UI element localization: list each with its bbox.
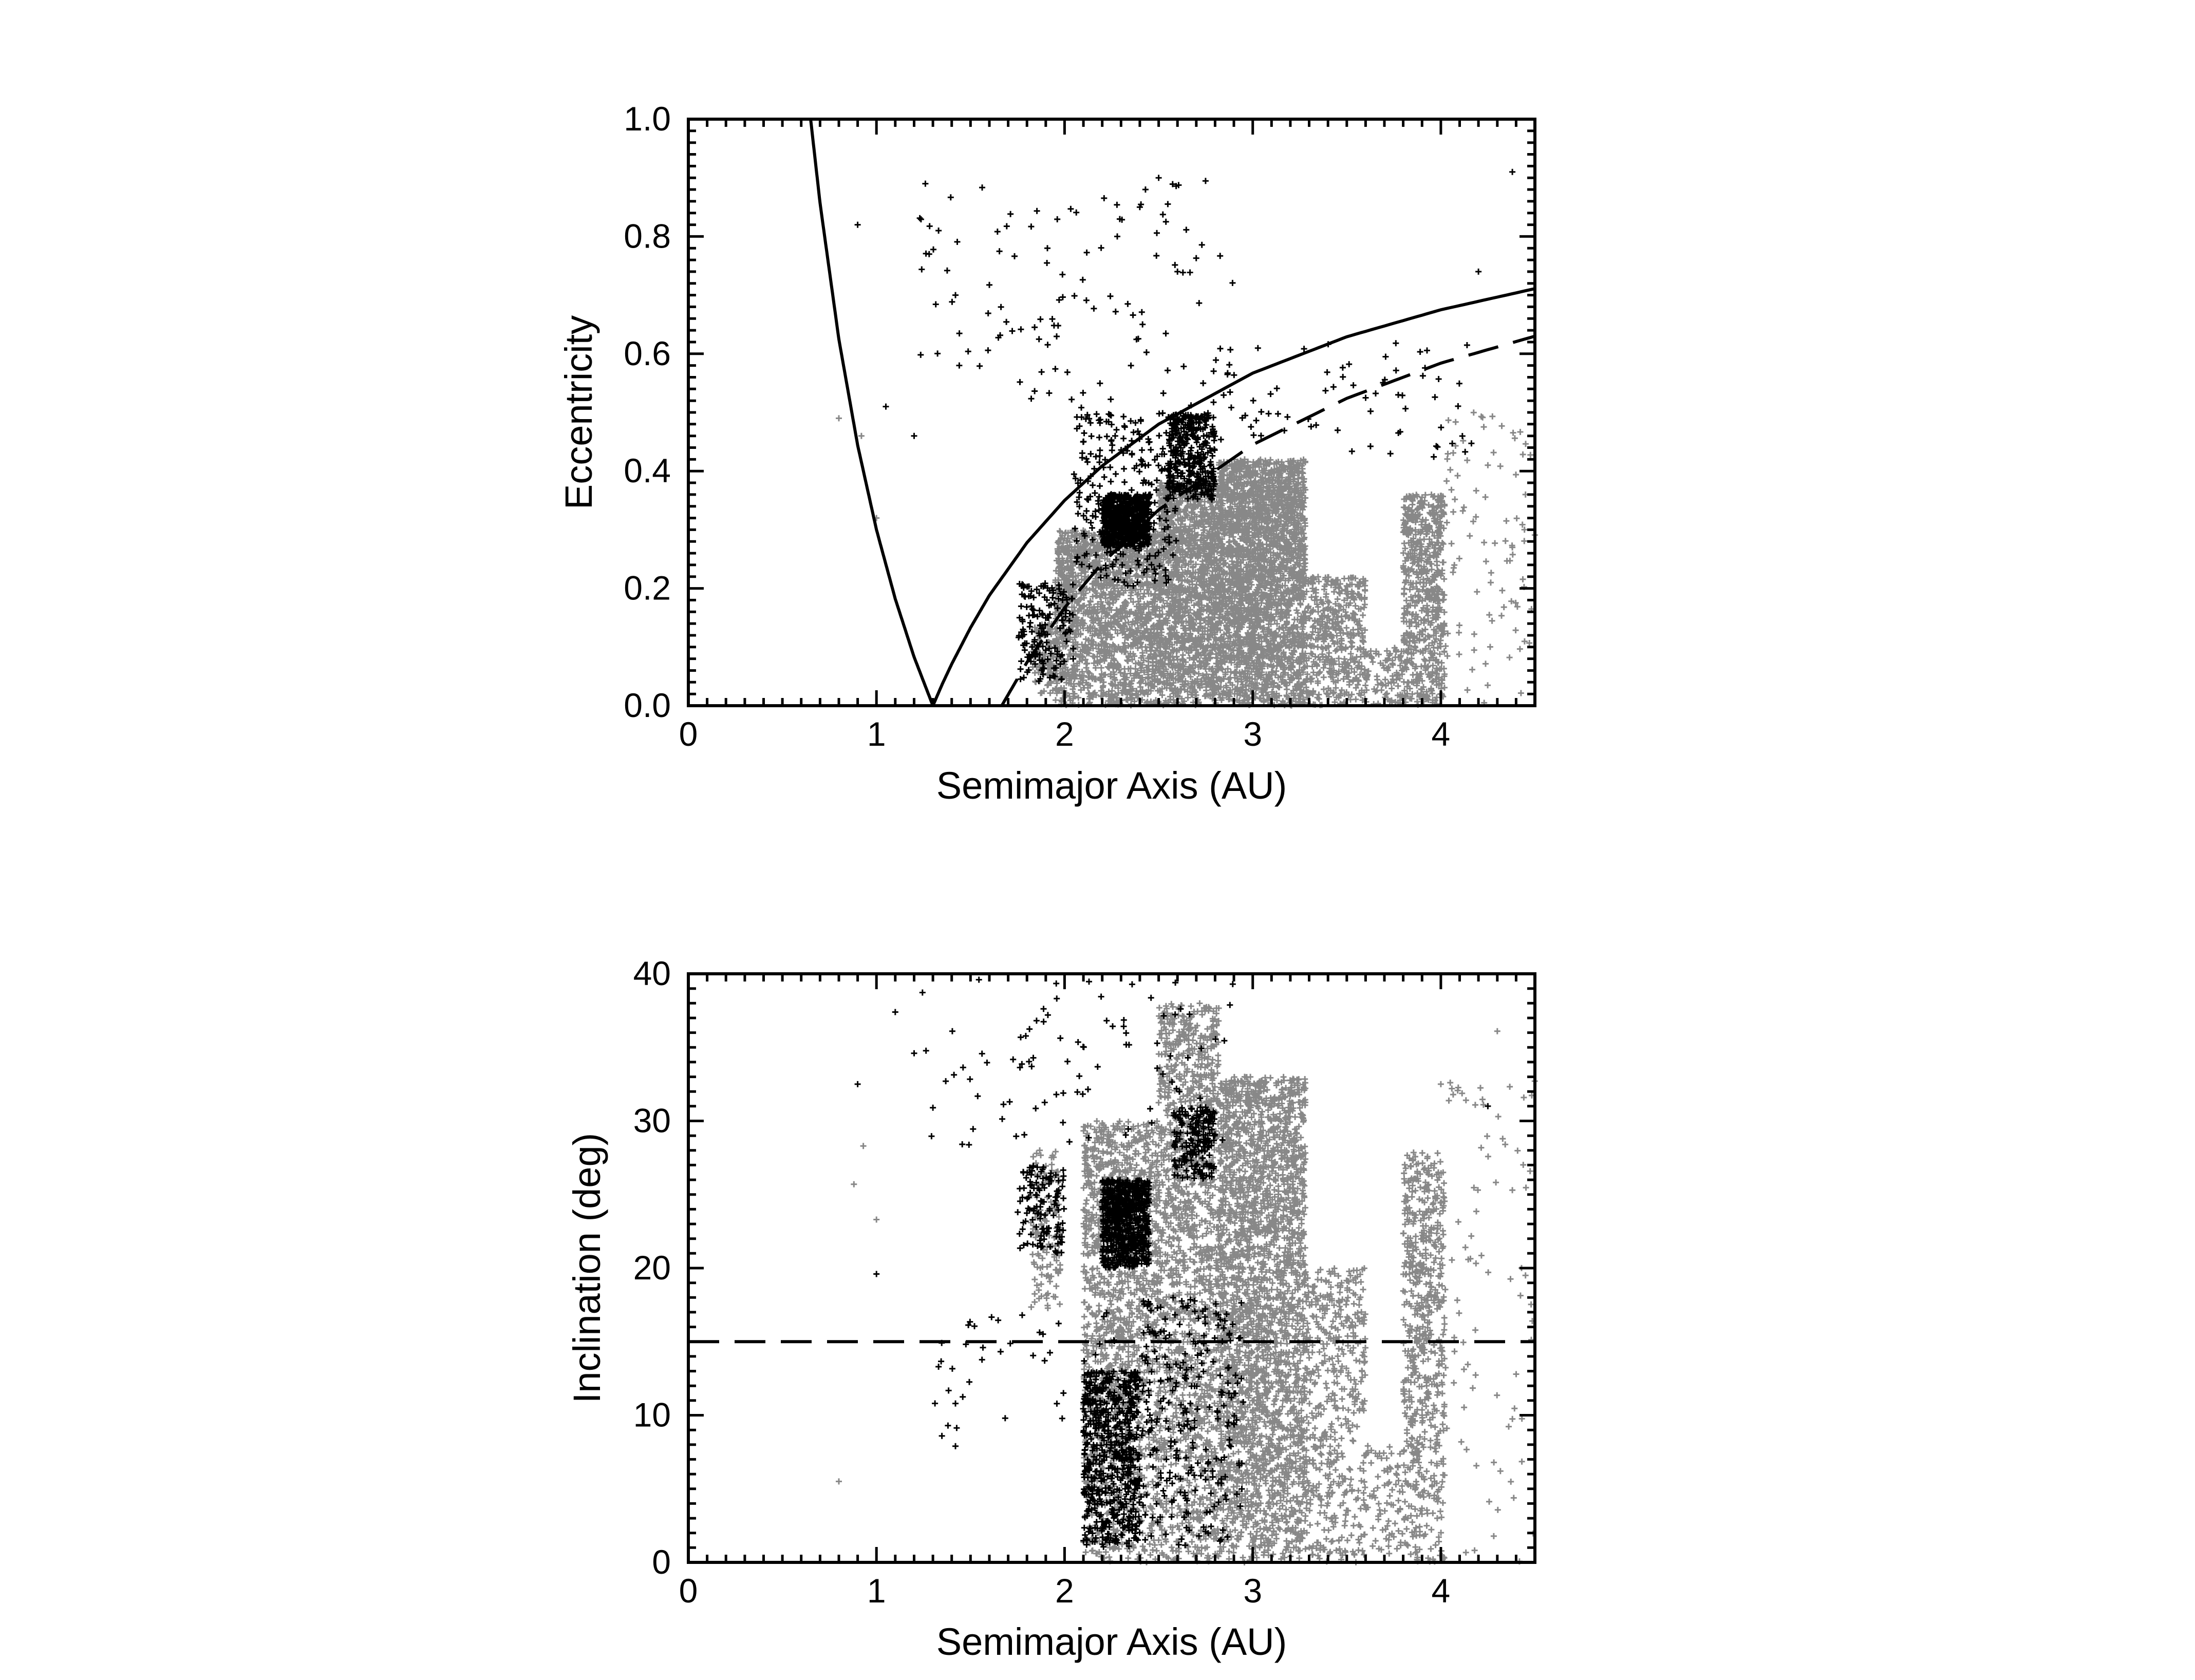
- eccentricity-y-axis-label: Eccentricity: [557, 315, 600, 509]
- inclination-x-tick-labels: 0 1 2 3 4: [679, 1572, 1451, 1610]
- inclination-x-tick-label: 1: [867, 1572, 886, 1610]
- inclination-x-tick-label: 4: [1432, 1572, 1451, 1610]
- inclination-y-tick-label: 10: [633, 1396, 671, 1434]
- inclination-y-tick-label: 0: [652, 1543, 671, 1581]
- eccentricity-curve-layer: [809, 119, 1535, 707]
- eccentricity-y-tick-label: 0.2: [624, 569, 671, 607]
- eccentricity-point-layer: [836, 168, 1538, 709]
- inclination-plot-frame: [687, 972, 1536, 1564]
- eccentricity-y-tick-label: 1.0: [624, 100, 671, 138]
- inclination-point-series-1: [854, 976, 1491, 1550]
- eccentricity-y-tick-label: 0.6: [624, 334, 671, 372]
- eccentricity-x-tick-label: 0: [679, 715, 698, 753]
- inclination-x-tick-label: 0: [679, 1572, 698, 1610]
- inclination-y-tick-label: 30: [633, 1102, 671, 1140]
- eccentricity-x-tick-label: 4: [1432, 715, 1451, 753]
- eccentricity-point-series-1: [854, 168, 1516, 684]
- inclination-panel: 0 1 2 3 4 0 10 20 30 40 Semimajor Axis (AU) Incl…: [566, 954, 1538, 1663]
- eccentricity-y-tick-label: 0.0: [624, 686, 671, 724]
- eccentricity-y-tick-label: 0.8: [624, 217, 671, 255]
- eccentricity-panel: 0 1 2 3 4 0.0 0.2 0.4 0.6 0.8 1.0 Semimajor Axis …: [557, 100, 1538, 807]
- eccentricity-curve-solid-0: [931, 287, 1535, 707]
- inclination-y-tick-label: 40: [633, 954, 671, 992]
- eccentricity-curve-dashed-2: [1000, 334, 1535, 707]
- inclination-x-axis-label: Semimajor Axis (AU): [936, 1620, 1287, 1663]
- eccentricity-x-tick-labels: 0 1 2 3 4: [679, 715, 1451, 753]
- inclination-point-layer: [836, 976, 1538, 1565]
- inclination-y-tick-labels: 0 10 20 30 40: [633, 954, 671, 1581]
- eccentricity-x-tick-label: 2: [1055, 715, 1074, 753]
- inclination-y-tick-label: 20: [633, 1249, 671, 1287]
- eccentricity-x-tick-label: 3: [1243, 715, 1262, 753]
- eccentricity-x-axis-label: Semimajor Axis (AU): [936, 764, 1287, 807]
- eccentricity-curve-solid-1: [809, 119, 934, 707]
- eccentricity-point-series-0: [836, 409, 1538, 709]
- eccentricity-y-tick-labels: 0.0 0.2 0.4 0.6 0.8 1.0: [624, 100, 671, 724]
- inclination-y-axis-label: Inclination (deg): [566, 1133, 608, 1404]
- eccentricity-plot-frame: [687, 118, 1536, 707]
- inclination-x-tick-label: 2: [1055, 1572, 1074, 1610]
- inclination-x-tick-label: 3: [1243, 1572, 1262, 1610]
- eccentricity-x-tick-label: 1: [867, 715, 886, 753]
- eccentricity-y-tick-label: 0.4: [624, 451, 671, 489]
